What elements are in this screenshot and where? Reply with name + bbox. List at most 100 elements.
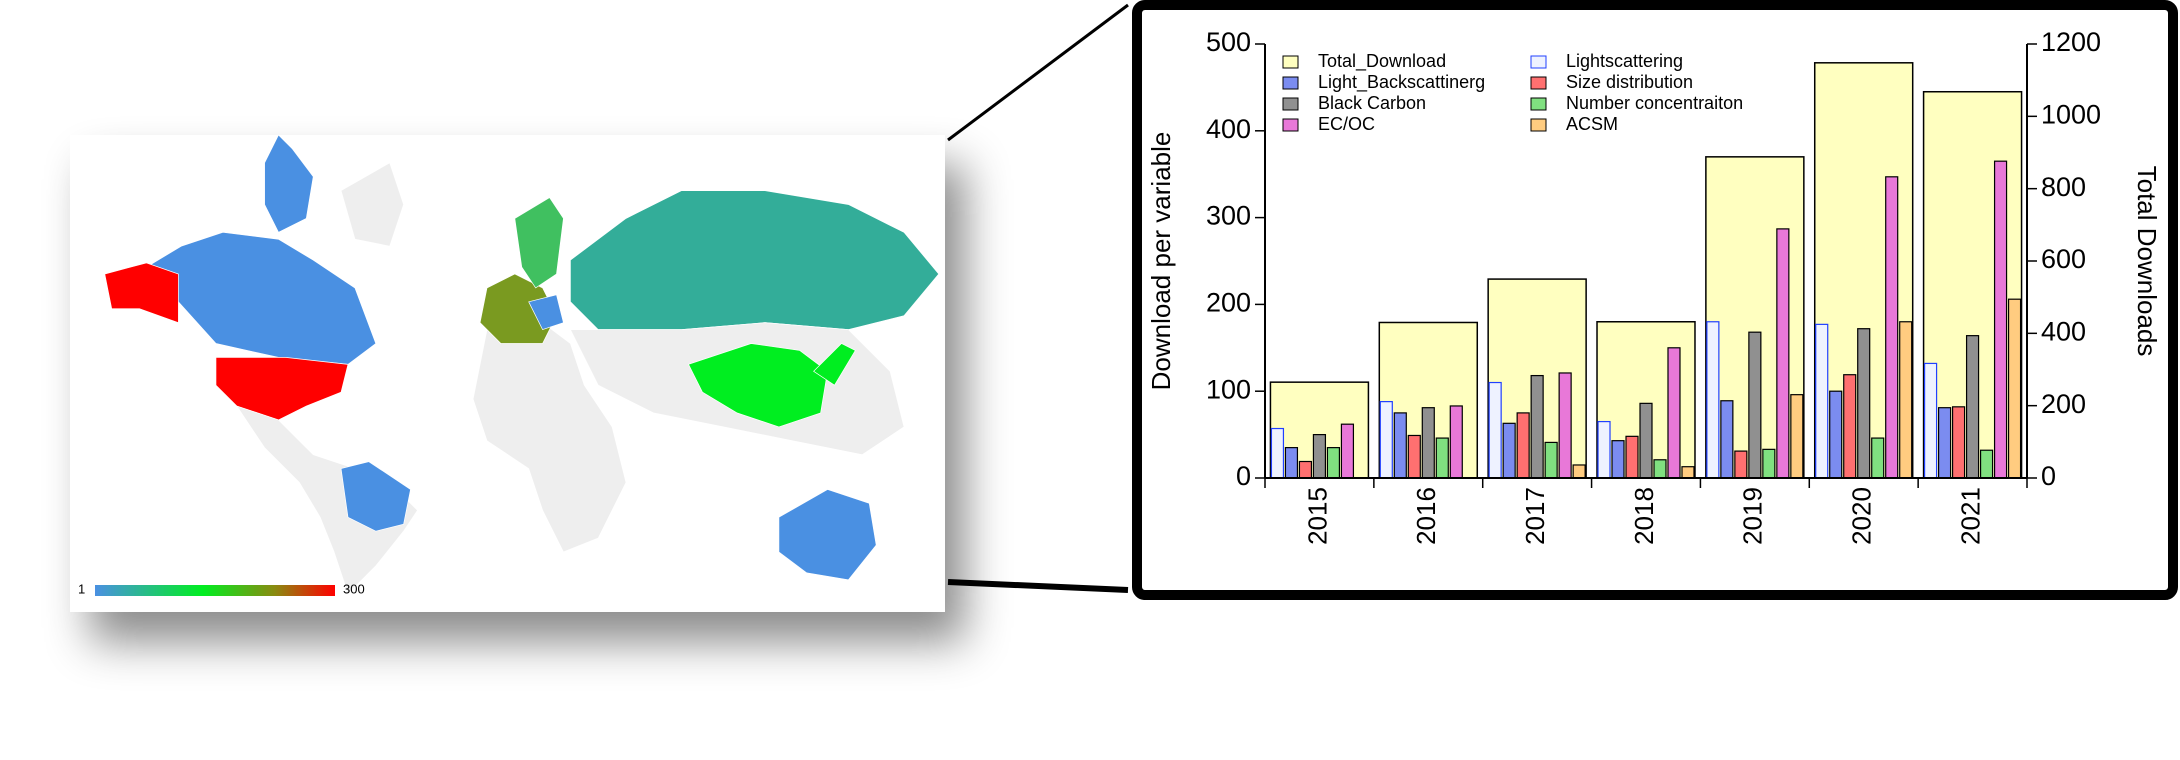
bar — [1776, 228, 1790, 479]
bar — [1639, 402, 1653, 479]
bar — [1762, 448, 1776, 479]
y2-tick-label: 600 — [2041, 244, 2086, 274]
legend-swatch — [1282, 55, 1299, 69]
bar — [1951, 406, 1966, 479]
legend-swatch — [1282, 76, 1299, 90]
x-tick-label: 2018 — [1629, 487, 1659, 545]
bar — [1923, 362, 1938, 479]
bar — [1871, 437, 1885, 479]
y-tick-label: 100 — [1206, 374, 1251, 404]
y-tick-label: 0 — [1236, 461, 1251, 491]
y-tick-label: 300 — [1206, 201, 1251, 231]
bar — [1734, 450, 1748, 479]
bar — [1815, 323, 1829, 479]
y2-axis-label: Total Downloads — [2132, 166, 2162, 357]
bar — [1326, 447, 1341, 479]
canada — [145, 231, 377, 365]
europe-west — [479, 273, 557, 344]
x-tick-label: 2017 — [1520, 487, 1550, 545]
y-tick-label: 500 — [1206, 27, 1251, 57]
legend-swatch — [1530, 55, 1547, 69]
bar — [1379, 401, 1393, 479]
legend-label: Black Carbon — [1318, 93, 1426, 113]
y2-tick-label: 400 — [2041, 316, 2086, 346]
bar — [1298, 460, 1313, 479]
colorbar-max: 300 — [343, 581, 365, 596]
legend-swatch — [1530, 76, 1547, 90]
x-tick-label: 2019 — [1738, 487, 1768, 545]
bar — [1611, 440, 1625, 479]
bar — [1937, 407, 1952, 479]
y-axis-label: Download per variable — [1146, 132, 1176, 391]
x-tick-label: 2016 — [1411, 487, 1441, 545]
y2-tick-label: 0 — [2041, 461, 2056, 491]
bar — [1748, 331, 1762, 479]
x-tick-label: 2020 — [1847, 487, 1877, 545]
europe-central — [528, 294, 564, 331]
legend-label: Number concentraiton — [1566, 93, 1743, 113]
y-tick-label: 400 — [1206, 114, 1251, 144]
x-tick-label: 2021 — [1955, 487, 1985, 545]
y2-tick-label: 1200 — [2041, 27, 2101, 57]
scandinavia — [514, 197, 564, 289]
usa — [215, 357, 349, 421]
colorbar — [95, 585, 335, 596]
bar — [1284, 447, 1299, 479]
bar — [1502, 422, 1516, 479]
connector — [947, 579, 1129, 593]
bar — [1993, 160, 2008, 479]
bar — [1544, 441, 1558, 479]
bar — [1653, 459, 1667, 479]
y-tick-label: 200 — [1206, 288, 1251, 318]
bar — [1790, 394, 1804, 479]
bar — [1558, 372, 1572, 479]
y2-tick-label: 800 — [2041, 172, 2086, 202]
australia — [778, 489, 877, 581]
bar — [1421, 407, 1435, 479]
bar — [1449, 405, 1463, 479]
bar — [1899, 321, 1913, 479]
bar — [1597, 420, 1611, 479]
legend-swatch — [1530, 118, 1547, 132]
y2-tick-label: 1000 — [2041, 99, 2101, 129]
greenland-area — [264, 134, 314, 233]
brazil — [340, 461, 411, 532]
bar — [2007, 298, 2022, 479]
bar — [1488, 381, 1502, 479]
legend-label: EC/OC — [1318, 114, 1375, 134]
bar — [1829, 390, 1843, 479]
bar — [1312, 434, 1327, 479]
bar — [1706, 321, 1720, 479]
bar — [1857, 328, 1871, 479]
bar — [1667, 347, 1681, 479]
bar — [1435, 437, 1449, 479]
latin-america — [235, 405, 418, 595]
legend-label: Lightscattering — [1566, 51, 1683, 71]
bar — [1681, 466, 1695, 479]
africa — [472, 322, 627, 553]
legend-label: Total_Download — [1318, 51, 1446, 72]
bar — [1516, 412, 1530, 479]
bar — [1530, 374, 1544, 479]
x-tick-label: 2015 — [1302, 487, 1332, 545]
connector — [947, 3, 1129, 142]
greenland — [340, 162, 404, 247]
legend-swatch — [1530, 97, 1547, 111]
alaska — [104, 262, 179, 324]
china — [688, 343, 828, 428]
bar — [1843, 374, 1857, 479]
bar — [1340, 423, 1355, 479]
colorbar-min: 1 — [78, 581, 85, 596]
y2-tick-label: 200 — [2041, 389, 2086, 419]
legend-swatch — [1282, 118, 1299, 132]
bar — [1720, 400, 1734, 479]
legend-label: ACSM — [1566, 114, 1618, 134]
bar — [1407, 434, 1421, 479]
japan — [813, 343, 856, 386]
bar — [1572, 464, 1586, 479]
bar — [1965, 335, 1980, 479]
world-map — [104, 134, 940, 595]
legend-label: Light_Backscattinerg — [1318, 72, 1485, 93]
legend-label: Size distribution — [1566, 72, 1693, 92]
